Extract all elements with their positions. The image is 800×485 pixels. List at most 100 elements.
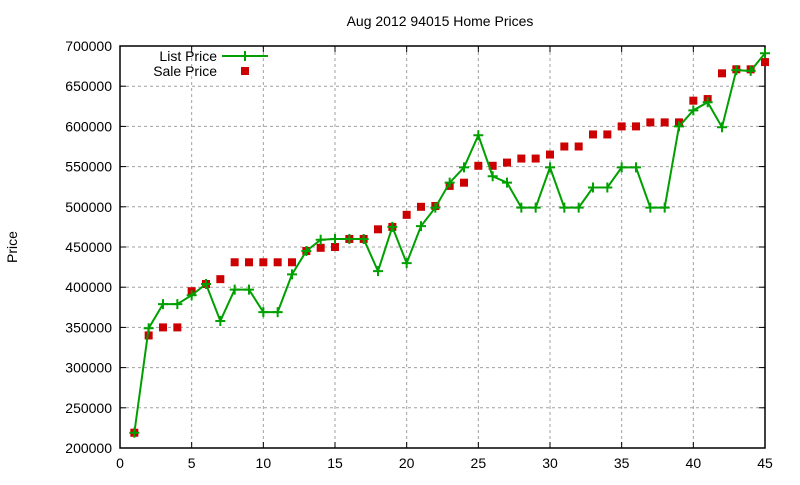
- sale-price-point: [761, 58, 769, 67]
- y-tick-label: 550000: [65, 159, 112, 175]
- list-price-point: [330, 233, 340, 244]
- sale-price-point: [230, 258, 239, 267]
- list-price-line: [133, 52, 766, 433]
- sale-price-point: [718, 69, 726, 78]
- sale-price-point: [417, 202, 425, 211]
- list-price-point: [645, 202, 656, 213]
- sale-price-point: [574, 142, 583, 151]
- list-price-point: [215, 315, 226, 326]
- sale-price-point: [488, 161, 497, 170]
- list-price-point: [143, 323, 154, 334]
- list-price-point: [229, 284, 240, 295]
- list-price-point: [473, 130, 484, 141]
- list-price-point: [674, 121, 684, 132]
- list-price-point: [244, 284, 254, 295]
- x-tick-label: 35: [614, 455, 630, 471]
- list-price-point: [702, 97, 713, 108]
- list-price-point: [717, 122, 727, 133]
- sale-price-point: [402, 210, 411, 219]
- sale-price-point: [374, 225, 382, 234]
- legend-marker-sale-price: [241, 67, 249, 75]
- sale-price-point: [474, 161, 483, 170]
- list-price-point: [659, 202, 670, 213]
- x-tick-label: 45: [757, 455, 773, 471]
- list-price-point: [172, 299, 183, 310]
- x-tick-label: 20: [399, 455, 415, 471]
- y-tick-label: 200000: [65, 440, 112, 456]
- sale-price-point: [617, 122, 626, 131]
- sale-price-point: [273, 258, 282, 267]
- list-price-point: [459, 162, 469, 173]
- y-tick-label: 400000: [65, 279, 112, 295]
- list-price-point: [387, 221, 398, 232]
- list-price-point: [358, 233, 369, 244]
- list-price-point: [186, 290, 197, 301]
- legend-label-list-price: List Price: [159, 48, 217, 64]
- list-price-point: [416, 221, 426, 232]
- sale-price-point: [259, 258, 268, 267]
- x-tick-label: 0: [116, 455, 124, 471]
- list-price-point: [588, 182, 598, 193]
- sale-price-point: [632, 122, 640, 131]
- list-price-point: [530, 202, 541, 213]
- legend-marker-list-price: [240, 51, 250, 61]
- list-price-point: [401, 258, 412, 269]
- y-tick-label: 350000: [65, 319, 112, 335]
- list-price-point: [430, 202, 441, 213]
- sale-price-point: [689, 96, 698, 105]
- list-price-point: [616, 162, 627, 173]
- list-price-point: [516, 202, 527, 213]
- legend: List Price Sale Price: [153, 48, 268, 79]
- x-tick-label: 10: [256, 455, 272, 471]
- y-axis-label: Price: [4, 231, 20, 263]
- sale-price-point: [216, 275, 225, 284]
- list-price-point: [158, 299, 168, 310]
- x-tick-label: 30: [542, 455, 558, 471]
- sale-price-point: [660, 118, 669, 127]
- list-price-point: [573, 202, 584, 213]
- x-tick-label: 40: [686, 455, 702, 471]
- legend-label-sale-price: Sale Price: [153, 63, 217, 79]
- y-tick-label: 700000: [65, 38, 112, 54]
- list-price-point: [631, 162, 641, 173]
- list-price-point: [760, 48, 770, 59]
- y-tick-label: 600000: [65, 118, 112, 134]
- sale-price-point: [460, 178, 468, 187]
- series-layer: [129, 48, 770, 438]
- plot-border: [119, 45, 766, 449]
- x-tick-label: 5: [188, 455, 196, 471]
- sale-price-point: [173, 323, 182, 332]
- y-tick-label: 500000: [65, 199, 112, 215]
- list-price-point: [559, 202, 570, 213]
- sale-price-point: [331, 243, 339, 251]
- list-price-point: [201, 278, 211, 289]
- sale-price-point: [560, 142, 569, 151]
- list-price-point: [344, 233, 355, 244]
- y-tick-label: 450000: [65, 239, 112, 255]
- list-price-point: [315, 234, 326, 245]
- list-price-point: [287, 269, 297, 280]
- list-price-point: [258, 307, 269, 318]
- x-tick-label: 25: [471, 455, 487, 471]
- list-price-point: [487, 171, 498, 182]
- list-price-point: [602, 182, 613, 193]
- sale-price-point: [316, 243, 325, 252]
- sale-price-point: [159, 323, 167, 332]
- sale-price-point: [288, 258, 296, 267]
- y-tick-label: 300000: [65, 360, 112, 376]
- list-price-point: [502, 177, 512, 188]
- sale-price-point: [589, 130, 597, 139]
- sale-price-point: [245, 258, 253, 267]
- x-tick-label: 15: [327, 455, 343, 471]
- list-price-point: [129, 427, 140, 438]
- list-price-point: [688, 105, 699, 116]
- y-tick-label: 250000: [65, 400, 112, 416]
- grid: [120, 46, 765, 448]
- sale-price-point: [603, 130, 612, 139]
- list-price-point: [272, 307, 283, 318]
- sale-price-point: [503, 158, 511, 167]
- sale-price-point: [531, 154, 540, 163]
- list-price-point: [731, 65, 742, 76]
- list-price-point: [545, 162, 555, 173]
